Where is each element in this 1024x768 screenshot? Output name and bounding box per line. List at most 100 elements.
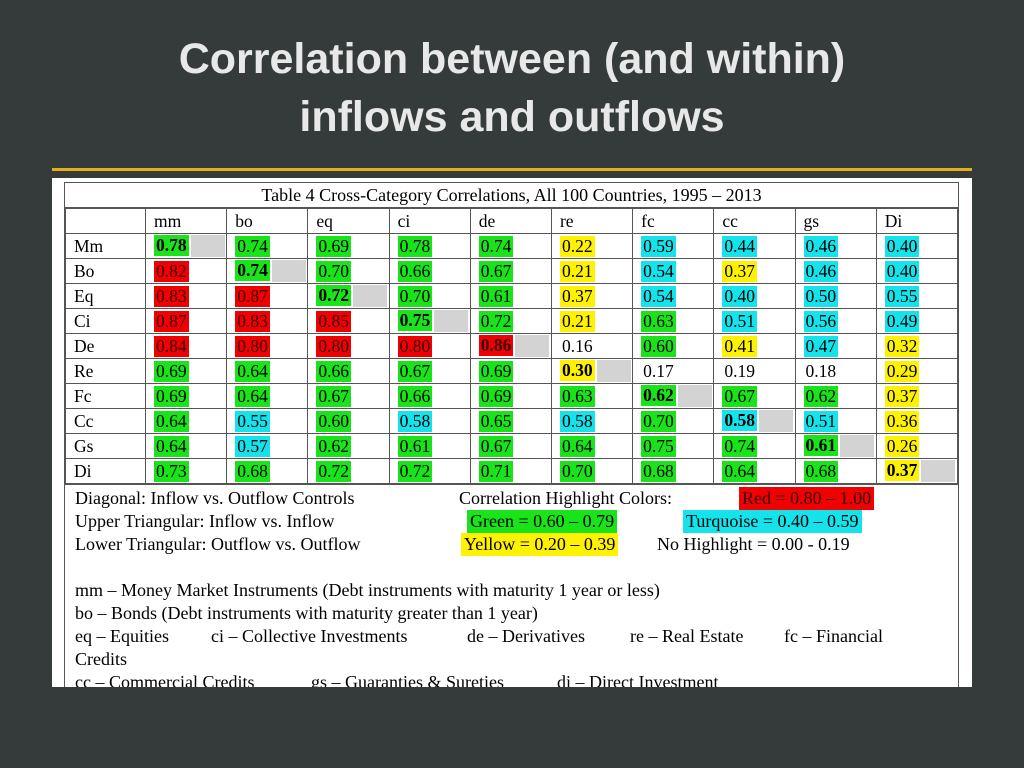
row-label: De	[65, 333, 146, 359]
diagonal-gray-marker	[271, 260, 306, 283]
diagonal-cell: 0.62	[632, 383, 715, 409]
table-row: Cc 0.64 0.55 0.60 0.58 0.65 0.58 0.70 0.58 0.51 0.…	[65, 408, 959, 434]
correlation-cell: 0.49	[875, 308, 959, 334]
correlation-value: 0.18	[805, 360, 837, 381]
correlation-value: 0.64	[559, 435, 595, 457]
correlation-cell: 0.69	[469, 358, 552, 384]
correlation-value: 0.51	[803, 410, 839, 432]
correlation-cell: 0.67	[713, 383, 796, 409]
table-notes: Diagonal: Inflow vs. Outflow Controls Co…	[65, 484, 958, 687]
correlation-cell: 0.69	[144, 383, 228, 409]
correlation-cell: 0.58	[550, 408, 634, 434]
correlation-value: 0.62	[641, 384, 676, 406]
correlation-cell: 0.57	[226, 433, 309, 459]
correlation-value: 0.40	[722, 285, 757, 307]
correlation-cell: 0.83	[226, 308, 309, 334]
correlation-value: 0.19	[724, 360, 755, 381]
diagonal-cell: 0.78	[144, 233, 228, 259]
table-row: Ci 0.87 0.83 0.85 0.75 0.72 0.21 0.63 0.51 0.56 0.…	[65, 308, 959, 334]
correlation-value: 0.72	[397, 460, 433, 482]
correlation-value: 0.54	[641, 260, 676, 282]
correlation-value: 0.36	[884, 410, 920, 432]
correlation-value: 0.68	[641, 460, 676, 482]
correlation-table: mm bo eq ci de re fc cc gs Di Mm 0.78 0.74 0.69 0.78 0…	[65, 208, 959, 484]
correlation-cell: 0.16	[550, 333, 634, 359]
correlation-value: 0.17	[643, 360, 674, 381]
correlation-value: 0.68	[803, 460, 839, 482]
correlation-cell: 0.65	[469, 408, 552, 434]
correlation-value: 0.72	[316, 460, 351, 482]
correlation-cell: 0.70	[632, 408, 715, 434]
correlation-cell: 0.19	[713, 358, 796, 384]
correlation-cell: 0.54	[632, 258, 715, 284]
row-label: Re	[65, 358, 146, 384]
column-header: fc	[632, 208, 715, 234]
diagonal-gray-marker	[353, 285, 387, 308]
correlation-value: 0.21	[559, 260, 595, 282]
column-header: eq	[307, 208, 390, 234]
correlation-cell: 0.85	[307, 308, 390, 334]
correlation-value: 0.86	[478, 334, 514, 356]
correlation-value: 0.61	[803, 434, 839, 456]
correlation-value: 0.69	[478, 385, 514, 407]
correlation-value: 0.55	[235, 410, 270, 432]
correlation-value: 0.51	[722, 310, 757, 332]
diagonal-gray-marker	[434, 310, 469, 333]
correlation-value: 0.69	[316, 235, 351, 257]
correlation-value: 0.74	[478, 235, 514, 257]
correlation-cell: 0.67	[469, 258, 552, 284]
correlation-value: 0.58	[559, 410, 595, 432]
correlation-value: 0.63	[559, 385, 595, 407]
correlation-cell: 0.66	[388, 258, 471, 284]
row-label: Di	[65, 458, 146, 484]
correlation-value: 0.73	[154, 460, 189, 482]
legend-turquoise: Turquoise = 0.40 – 0.59	[683, 510, 862, 533]
note-upper: Upper Triangular: Inflow vs. Inflow	[75, 511, 335, 531]
column-header: bo	[226, 208, 309, 234]
correlation-cell: 0.71	[469, 458, 552, 484]
row-label: Bo	[65, 258, 146, 284]
correlation-value: 0.66	[316, 360, 351, 382]
correlation-cell: 0.46	[794, 233, 877, 259]
correlation-cell: 0.83	[144, 283, 228, 309]
correlation-value: 0.62	[803, 385, 839, 407]
correlation-value: 0.67	[316, 385, 351, 407]
slide-title: Correlation between (and within) inflows…	[0, 30, 1024, 146]
row-label: Fc	[65, 383, 146, 409]
column-header: ci	[388, 208, 471, 234]
correlation-value: 0.58	[397, 410, 433, 432]
correlation-cell: 0.70	[307, 258, 390, 284]
correlation-cell: 0.64	[713, 458, 796, 484]
def-mm: mm – Money Market Instruments (Debt inst…	[75, 580, 660, 600]
correlation-value: 0.75	[641, 435, 676, 457]
correlation-value: 0.74	[235, 259, 270, 281]
table-body: Mm 0.78 0.74 0.69 0.78 0.74 0.22 0.59 0.44 0.46 0.…	[65, 233, 959, 484]
correlation-value: 0.84	[154, 335, 189, 357]
correlation-cell: 0.40	[875, 258, 959, 284]
legend-yellow: Yellow = 0.20 – 0.39	[461, 533, 619, 556]
correlation-value: 0.80	[235, 335, 270, 357]
table-row: Fc 0.69 0.64 0.67 0.66 0.69 0.63 0.62 0.67 0.62 0.…	[65, 383, 959, 409]
diagonal-gray-marker	[758, 410, 793, 433]
correlation-value: 0.87	[154, 310, 189, 332]
diagonal-gray-marker	[190, 235, 225, 258]
correlation-cell: 0.26	[875, 433, 959, 459]
def-bo: bo – Bonds (Debt instruments with maturi…	[75, 603, 538, 623]
correlation-cell: 0.47	[794, 333, 877, 359]
def-fc-continued: Credits	[75, 649, 127, 669]
column-header: mm	[144, 208, 228, 234]
diagonal-cell: 0.86	[469, 333, 552, 359]
correlation-cell: 0.64	[144, 433, 228, 459]
table-caption: Table 4 Cross-Category Correlations, All…	[65, 183, 958, 208]
correlation-cell: 0.66	[307, 358, 390, 384]
correlation-cell: 0.84	[144, 333, 228, 359]
correlation-value: 0.61	[397, 435, 433, 457]
correlation-value: 0.66	[397, 385, 433, 407]
correlation-value: 0.72	[316, 284, 351, 306]
table-row: Di 0.73 0.68 0.72 0.72 0.71 0.70 0.68 0.64 0.68 0.…	[65, 458, 959, 484]
correlation-value: 0.75	[397, 309, 433, 331]
column-header: re	[550, 208, 634, 234]
correlation-value: 0.71	[478, 460, 514, 482]
correlation-cell: 0.64	[226, 383, 309, 409]
correlation-cell: 0.67	[469, 433, 552, 459]
